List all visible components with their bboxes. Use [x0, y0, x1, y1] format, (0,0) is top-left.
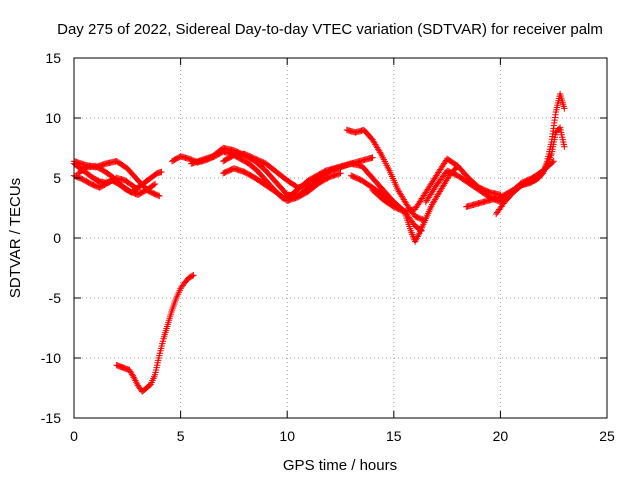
- data-point: [189, 272, 196, 279]
- series-arc-j: [343, 126, 427, 224]
- x-tick-label: 15: [386, 428, 402, 444]
- y-tick-label: -10: [41, 350, 61, 366]
- x-tick-label: 10: [279, 428, 295, 444]
- x-tick-label: 25: [599, 428, 615, 444]
- series-arc-e: [113, 272, 197, 395]
- data-series: [70, 90, 568, 395]
- series-arc-d: [75, 162, 159, 198]
- x-tick-label: 5: [177, 428, 185, 444]
- data-point: [561, 143, 568, 150]
- y-axis-label: SDTVAR / TECUs: [7, 178, 24, 298]
- data-point: [561, 105, 568, 112]
- data-point: [190, 272, 197, 279]
- x-tick-label: 0: [70, 428, 78, 444]
- data-point: [369, 154, 376, 161]
- grid: [74, 58, 607, 418]
- y-axis: -15 -10 -5 0 5 10 15: [41, 50, 607, 426]
- data-point: [150, 181, 157, 189]
- y-tick-label: 15: [45, 50, 61, 66]
- data-point: [337, 170, 344, 177]
- y-tick-label: -15: [41, 410, 61, 426]
- data-point: [154, 192, 162, 199]
- y-tick-label: -5: [49, 290, 62, 306]
- data-point: [151, 180, 159, 188]
- series-arc-l: [369, 155, 504, 215]
- x-axis: 0 5 10 15 20 25: [70, 58, 615, 444]
- chart-title: Day 275 of 2022, Sidereal Day-to-day VTE…: [57, 21, 603, 38]
- y-tick-label: 10: [45, 110, 61, 126]
- data-point: [158, 168, 165, 176]
- y-tick-label: 5: [53, 170, 61, 186]
- data-point: [156, 192, 163, 200]
- data-point: [549, 159, 556, 166]
- x-tick-label: 20: [493, 428, 509, 444]
- series-arc-o: [492, 124, 568, 218]
- series-arc-k: [347, 162, 461, 245]
- data-point: [555, 125, 563, 132]
- data-point: [376, 149, 384, 156]
- x-axis-label: GPS time / hours: [283, 457, 397, 474]
- plot-frame: [73, 57, 608, 419]
- y-tick-label: 0: [53, 230, 61, 246]
- series-arc-h: [220, 165, 344, 204]
